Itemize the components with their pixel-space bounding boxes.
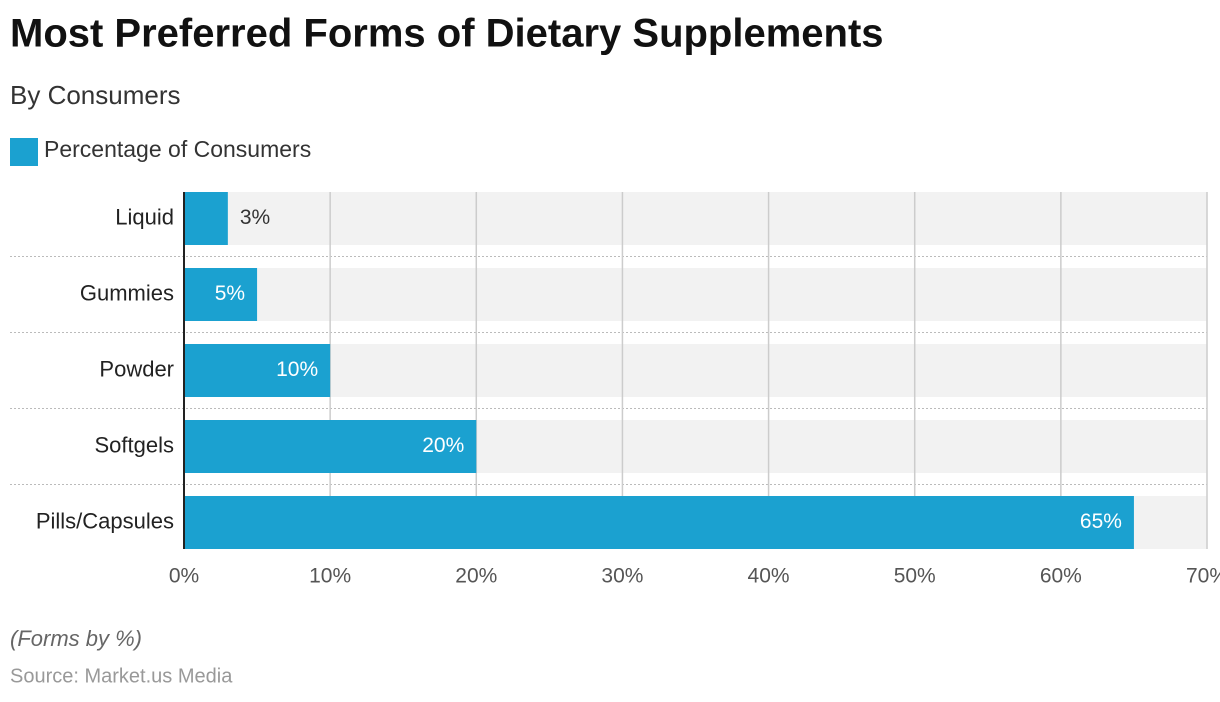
y-tick-label: Softgels — [95, 432, 175, 457]
x-tick-label: 60% — [1040, 565, 1082, 588]
row-band — [184, 192, 1207, 245]
x-tick-label: 30% — [601, 565, 643, 588]
legend-label: Percentage of Consumers — [44, 136, 311, 162]
y-tick-label: Liquid — [115, 204, 174, 229]
row-band — [184, 268, 1207, 321]
bar — [184, 344, 331, 397]
bar — [184, 420, 477, 473]
value-label: 65% — [1080, 510, 1122, 533]
y-tick-label: Powder — [99, 356, 174, 381]
y-tick-label: Gummies — [80, 280, 174, 305]
chart-subtitle: By Consumers — [10, 80, 181, 110]
chart-note: (Forms by %) — [10, 626, 142, 651]
value-label: 20% — [422, 434, 464, 457]
x-tick-label: 50% — [894, 565, 936, 588]
value-label: 3% — [240, 206, 270, 229]
bar — [184, 192, 228, 245]
row-band — [184, 344, 1207, 397]
x-tick-label: 40% — [748, 565, 790, 588]
value-label: 10% — [276, 358, 318, 381]
x-tick-label: 70% — [1186, 565, 1220, 588]
x-tick-label: 0% — [169, 565, 199, 588]
legend-swatch — [10, 138, 38, 166]
bar — [184, 268, 258, 321]
bar — [184, 496, 1134, 549]
chart-title: Most Preferred Forms of Dietary Suppleme… — [10, 12, 884, 56]
x-tick-label: 10% — [309, 565, 351, 588]
y-tick-label: Pills/Capsules — [36, 508, 174, 533]
x-tick-label: 20% — [455, 565, 497, 588]
chart-source: Source: Market.us Media — [10, 665, 233, 687]
value-label: 5% — [215, 282, 245, 305]
